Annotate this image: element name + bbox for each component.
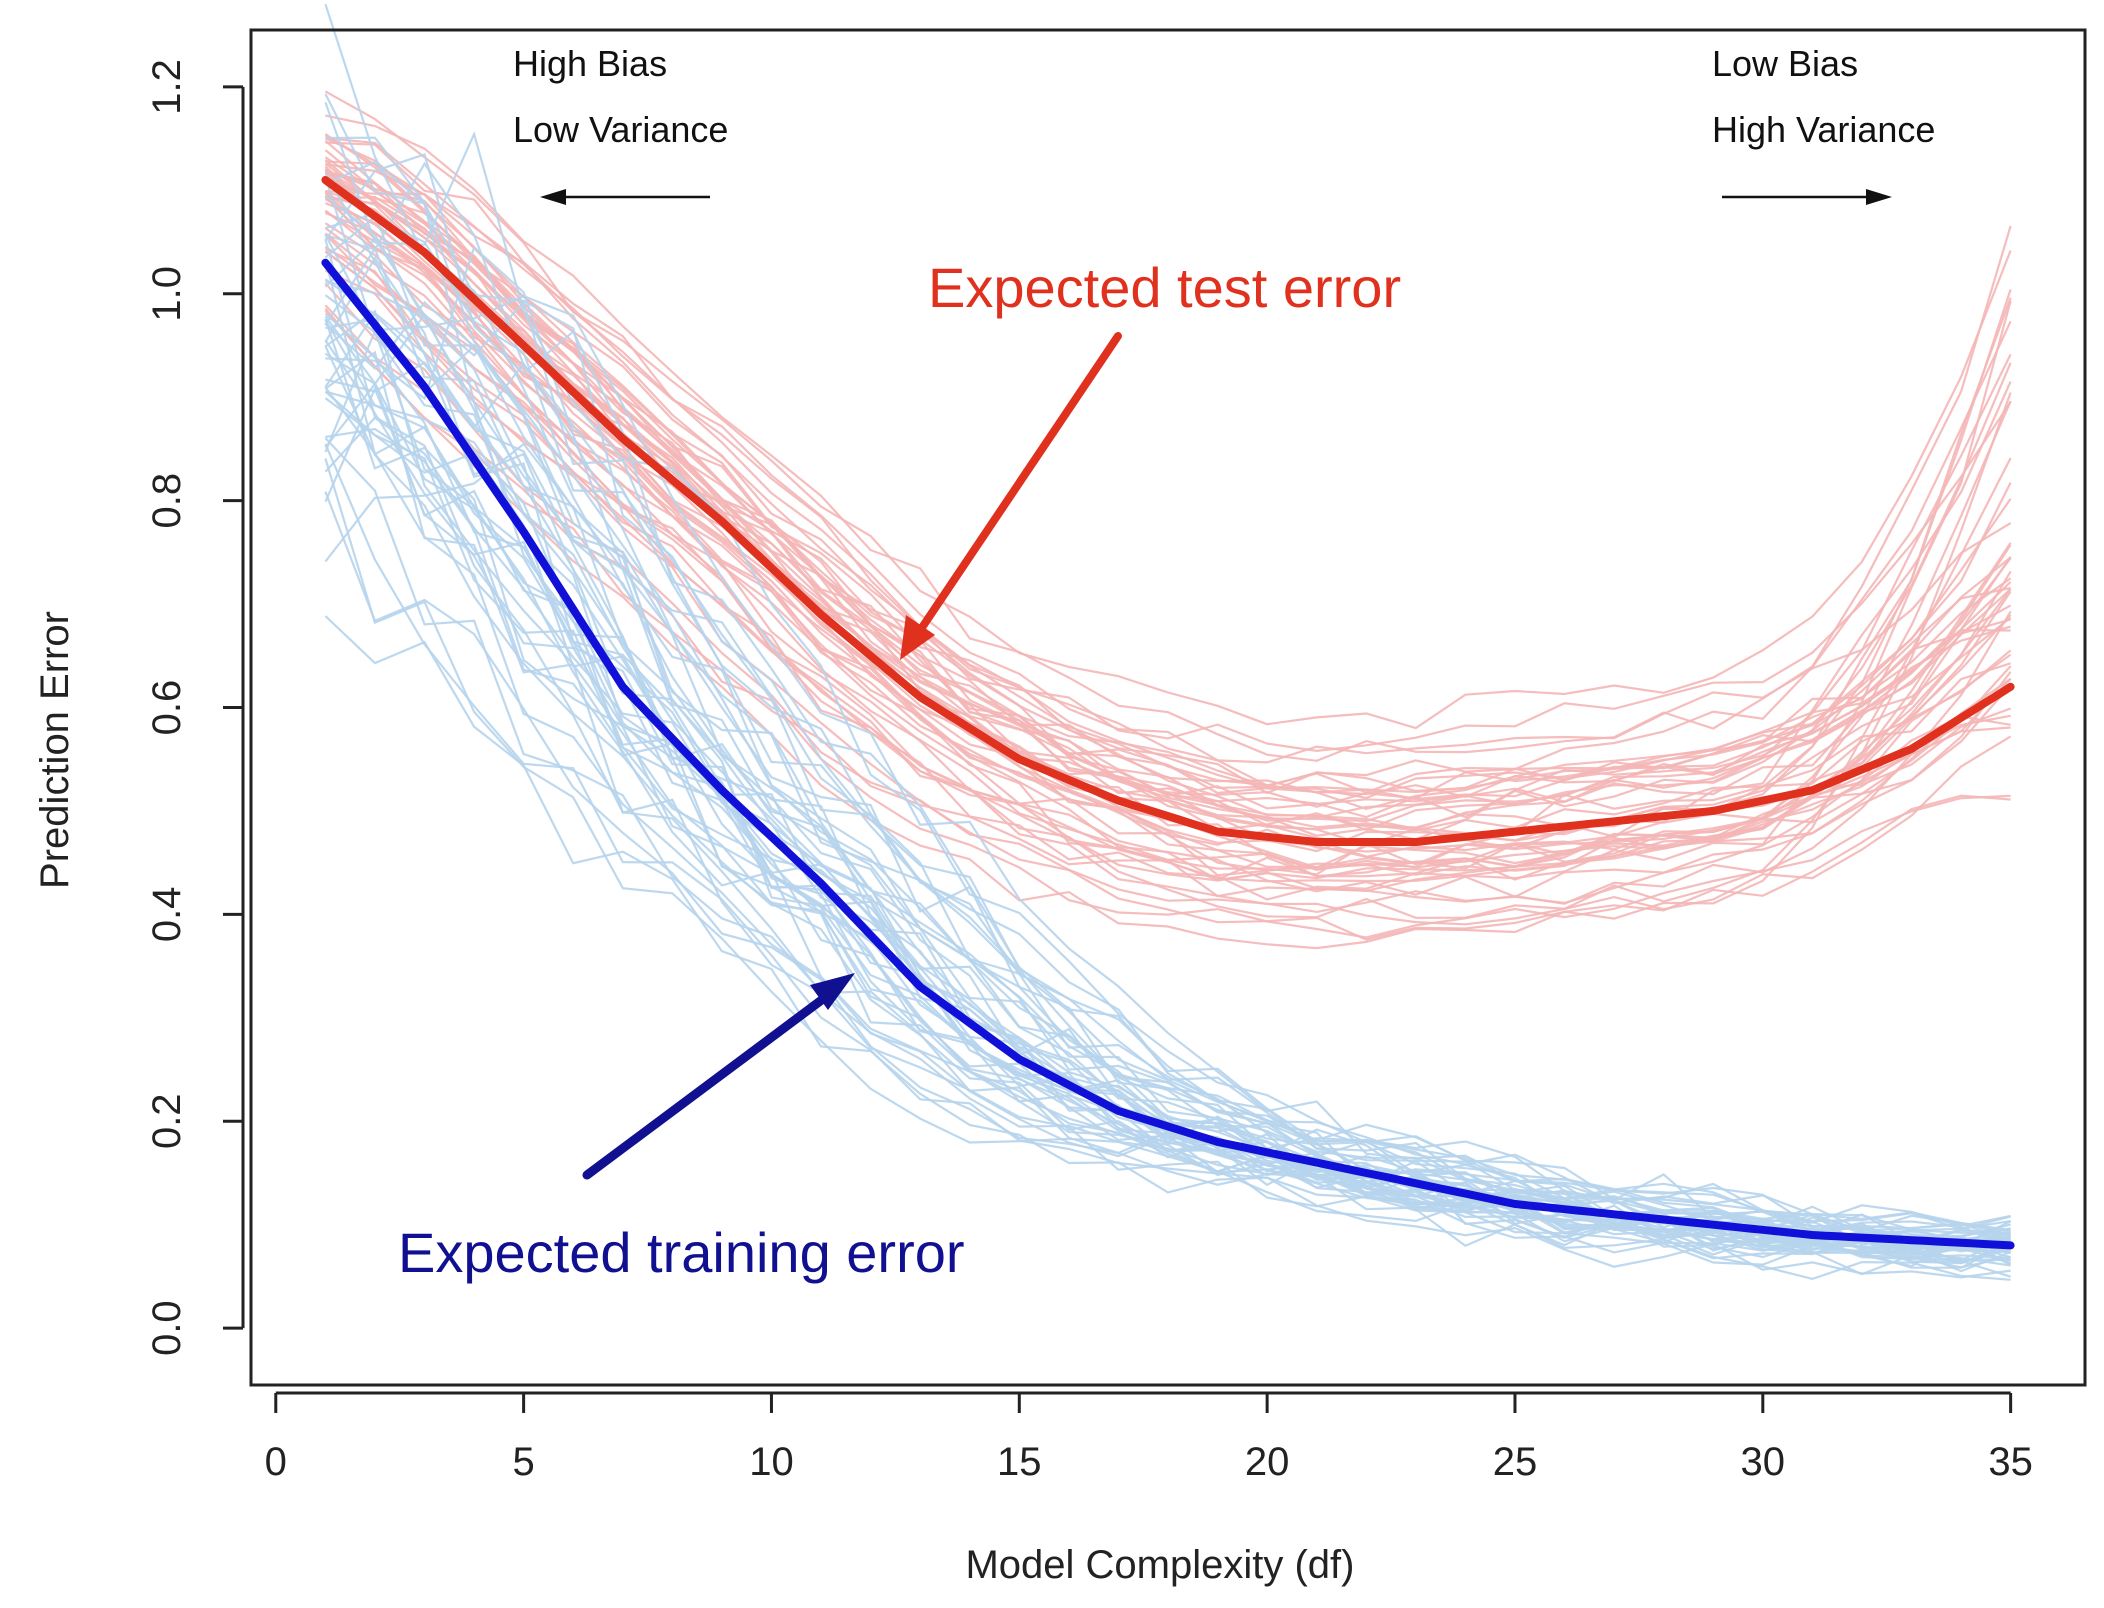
- expected-test-error-label: Expected test error: [928, 256, 1401, 319]
- y-axis-title: Prediction Error: [33, 611, 77, 889]
- x-tick-label: 5: [512, 1440, 534, 1484]
- x-tick-label: 10: [749, 1440, 794, 1484]
- y-axis: 0.0 0.2 0.4 0.6 0.8 1.0 1.2: [145, 59, 245, 1356]
- training-sample-curve: [324, 491, 2011, 1281]
- x-tick-label: 35: [1988, 1440, 2033, 1484]
- low-variance-note: Low Variance: [513, 109, 728, 150]
- training-sample-curve: [325, 161, 2011, 1243]
- test-sample-curve: [324, 310, 2012, 950]
- test-sample-curve: [324, 192, 2012, 853]
- x-tick-label: 25: [1493, 1440, 1538, 1484]
- training-sample-curve: [324, 386, 2011, 1261]
- right-arrow-icon: [1722, 189, 1892, 205]
- low-bias-note: Low Bias: [1712, 43, 1858, 84]
- test-sample-curve: [325, 172, 2011, 835]
- test-sample-curve: [324, 90, 2012, 730]
- x-axis: 0 5 10 15 20 25 30 35: [265, 1391, 2033, 1484]
- training-error-pointer-arrow-icon: [582, 973, 855, 1180]
- left-arrow-icon: [540, 189, 710, 205]
- y-tick-label: 0.0: [145, 1300, 189, 1356]
- test-sample-curve: [324, 250, 2012, 901]
- test-sample-curve: [325, 160, 2012, 801]
- high-variance-note: High Variance: [1712, 109, 1935, 150]
- x-tick-label: 30: [1741, 1440, 1786, 1484]
- training-sample-curve: [324, 437, 2011, 1267]
- test-sample-curve: [325, 114, 2012, 762]
- training-sample-curve: [325, 136, 2011, 1237]
- test-sample-curve: [324, 133, 2012, 753]
- training-sample-curve: [324, 328, 2011, 1265]
- y-tick-label: 0.6: [145, 680, 189, 736]
- test-sample-curve: [324, 189, 2011, 822]
- y-tick-label: 1.0: [145, 266, 189, 322]
- y-tick-label: 0.2: [145, 1093, 189, 1149]
- training-sample-curve: [325, 318, 2011, 1254]
- test-sample-curve: [325, 195, 2012, 871]
- plot-frame: [249, 28, 2087, 1387]
- high-bias-note: High Bias: [513, 43, 667, 84]
- training-sample-curve: [324, 93, 2011, 1232]
- x-tick-label: 0: [265, 1440, 287, 1484]
- y-tick-label: 0.8: [145, 473, 189, 529]
- training-sample-curve: [324, 101, 2011, 1231]
- test-sample-curve: [324, 134, 2012, 795]
- expected-training-error-label: Expected training error: [398, 1221, 965, 1284]
- test-sample-curve: [324, 233, 2012, 926]
- y-tick-label: 1.2: [145, 59, 189, 115]
- x-tick-label: 20: [1245, 1440, 1290, 1484]
- test-sample-curve: [324, 139, 2012, 795]
- expected-test-error-line: [321, 176, 2015, 846]
- training-sample-curve: [324, 152, 2011, 1242]
- expected-training-error-line: [321, 258, 2015, 1250]
- training-sample-curve: [324, 312, 2011, 1253]
- y-tick-label: 0.4: [145, 887, 189, 943]
- training-sample-curve: [324, 615, 2011, 1279]
- training-sample-curve: [324, 233, 2011, 1233]
- x-tick-label: 15: [997, 1440, 1042, 1484]
- x-axis-title: Model Complexity (df): [965, 1543, 1354, 1587]
- training-sample-curve: [324, 311, 2011, 1249]
- test-sample-curve: [325, 136, 2012, 799]
- test-error-pointer-arrow-icon: [900, 332, 1122, 660]
